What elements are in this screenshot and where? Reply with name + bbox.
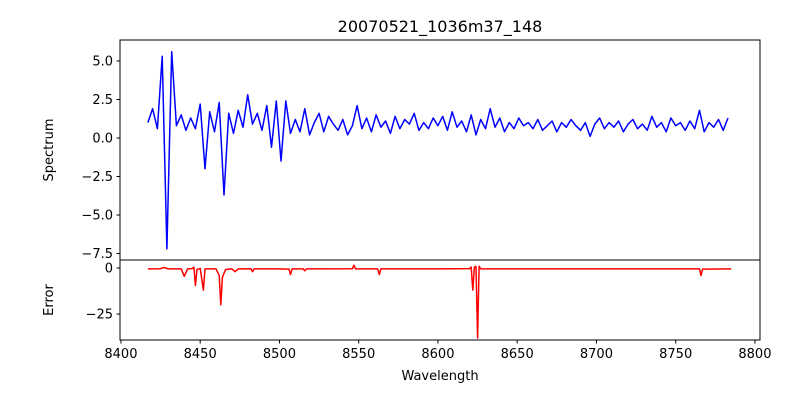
ytick-label: 0 — [105, 262, 113, 277]
xtick-label: 8750 — [659, 347, 692, 362]
xtick-label: 8600 — [421, 347, 454, 362]
ytick-label: −5.0 — [81, 209, 113, 224]
xtick-label: 8800 — [738, 347, 771, 362]
xtick-label: 8500 — [263, 347, 296, 362]
xtick-label: 8700 — [580, 347, 613, 362]
xtick-label: 8550 — [342, 347, 375, 362]
axes-frame — [119, 259, 761, 341]
xtick-label: 8400 — [104, 347, 137, 362]
error-ylabel: Error — [42, 284, 57, 316]
error-axes: 0 −25 8400 8450 8500 8550 8600 8650 8700 8750 8800 — [86, 259, 771, 362]
error-line — [147, 264, 732, 339]
spectrum-ylabel: Spectrum — [42, 119, 57, 182]
ytick-label: −25 — [86, 308, 113, 323]
ytick-label: 5.0 — [92, 54, 113, 69]
ytick-label: 0.0 — [92, 131, 113, 146]
ytick-label: −2.5 — [81, 170, 113, 185]
xtick-label: 8450 — [184, 347, 217, 362]
spectrum-line — [147, 50, 729, 250]
xtick-label: 8650 — [501, 347, 534, 362]
chart-title: 20070521_1036m37_148 — [338, 17, 543, 37]
xlabel: Wavelength — [401, 369, 478, 384]
ytick-label: −7.5 — [81, 247, 113, 262]
ytick-label: 2.5 — [92, 93, 113, 108]
